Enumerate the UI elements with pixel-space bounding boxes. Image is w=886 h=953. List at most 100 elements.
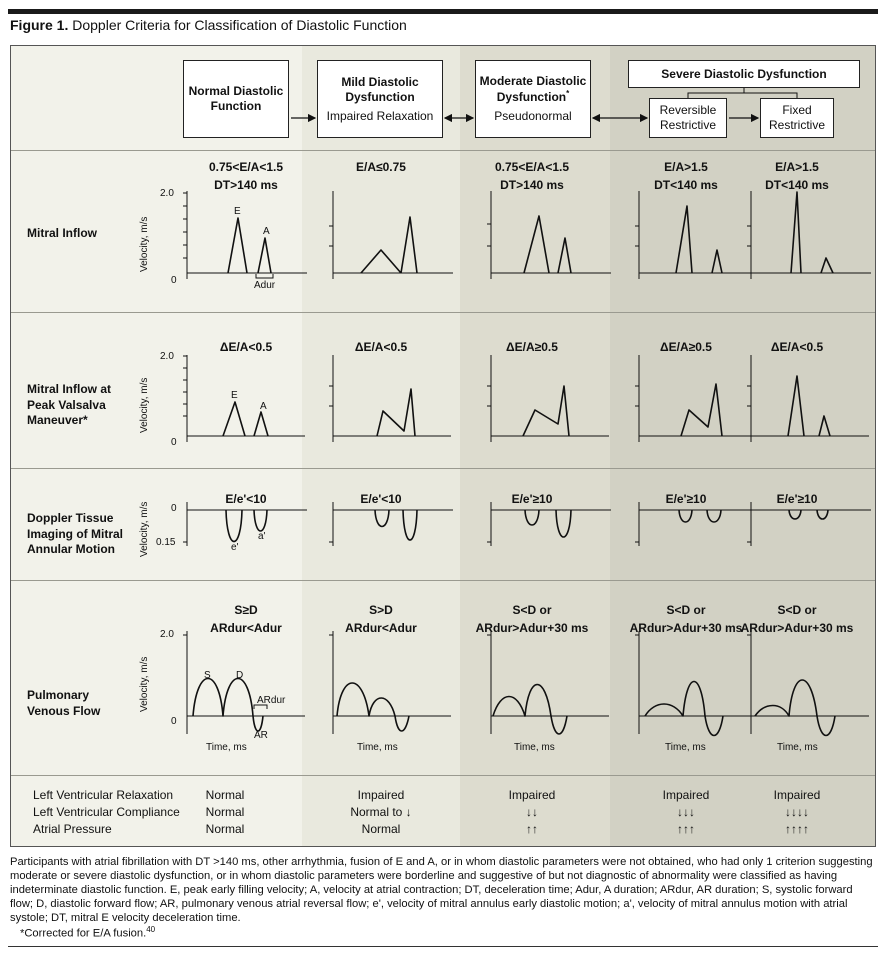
time-label-normal: Time, ms — [206, 742, 247, 753]
header-mild-title: Mild Diastolic Dysfunction — [341, 74, 419, 104]
criteria-line: S≥D — [234, 603, 258, 617]
criteria-mitral_inflow-4: E/A>1.5 DT<140 ms — [732, 158, 862, 194]
valsalva-wave-1 — [376, 388, 416, 437]
header-moderate-mark: * — [566, 89, 570, 98]
valsalva-peak-e: E — [231, 390, 238, 401]
tissue-e-wave-4 — [788, 509, 802, 520]
criteria-valsalva-2: ΔE/A≥0.5 — [506, 340, 558, 354]
bottom-rule — [8, 946, 878, 947]
criteria-line: DT<140 ms — [765, 178, 829, 192]
lv-value-c1-r0: Impaired — [357, 788, 405, 802]
tissue-e-wave-0 — [225, 509, 243, 543]
mitral-a-wave-1 — [400, 216, 418, 274]
criteria-line: ARdur>Adur+30 ms — [629, 621, 743, 635]
header-moderate: Moderate Diastolic Dysfunction* Pseudono… — [475, 60, 591, 138]
lv-compliance-label: Left Ventricular Compliance — [33, 805, 180, 819]
pulm-ar-label: AR — [254, 730, 268, 741]
row-divider — [11, 150, 875, 151]
valsalva-axis-zero: 0 — [171, 437, 177, 448]
atrial-pressure-label: Atrial Pressure — [33, 822, 112, 836]
criteria-line: S<D or — [666, 603, 706, 617]
mitral-a-wave-0 — [257, 237, 272, 274]
valsalva-e-wave-0 — [222, 401, 246, 437]
criteria-tissue-3: E/e'≥10 — [665, 492, 707, 506]
mitral-e-wave-2 — [523, 215, 550, 274]
header-normal-title: Normal Diastolic Function — [188, 84, 284, 113]
criteria-mitral_inflow-2: 0.75<E/A<1.5 DT>140 ms — [467, 158, 597, 194]
pulm-wave-3 — [644, 680, 724, 737]
criteria-pulmonary-2: S<D or ARdur>Adur+30 ms — [467, 601, 597, 637]
top-rule — [8, 9, 878, 14]
header-severe: Severe Diastolic Dysfunction — [628, 60, 860, 88]
pulm-s-label: S — [204, 670, 211, 681]
criteria-line: ARdur<Adur — [345, 621, 417, 635]
lv-value-c1-r2: Normal — [361, 822, 401, 836]
tissue-e-wave-1 — [374, 509, 390, 528]
footnote-text: *Corrected for E/A fusion. — [20, 927, 147, 940]
lv-relaxation-label: Left Ventricular Relaxation — [33, 788, 174, 802]
criteria-line: E/A>1.5 — [664, 160, 708, 174]
figure-title-text: Doppler Criteria for Classification of D… — [72, 17, 407, 33]
criteria-mitral_inflow-0: 0.75<E/A<1.5 DT>140 ms — [181, 158, 311, 194]
criteria-line: S<D or — [512, 603, 552, 617]
mitral-a-wave-4 — [820, 257, 834, 274]
pulm-wave-4 — [754, 679, 836, 737]
pulm-wave-2 — [492, 683, 568, 735]
pulm-axis-zero: 0 — [171, 716, 177, 727]
criteria-pulmonary-0: S≥D ARdur<Adur — [181, 601, 311, 637]
tissue-a-wave-3 — [706, 509, 722, 523]
pulm-wave-0 — [192, 677, 264, 732]
waveform-graphs — [183, 191, 871, 737]
mitral-a-wave-2 — [557, 237, 572, 274]
criteria-valsalva-4: ΔE/A<0.5 — [770, 340, 824, 354]
mitral-e-wave-4 — [790, 191, 802, 274]
header-reversible: Reversible Restrictive — [649, 98, 727, 138]
criteria-line: ARdur>Adur+30 ms — [740, 621, 854, 635]
tissue-peak-a: a' — [258, 531, 266, 542]
valsalva-axis-max: 2.0 — [160, 351, 174, 362]
lv-value-c1-r1: Normal to ↓ — [350, 805, 412, 819]
criteria-tissue-1: E/e'<10 — [360, 492, 402, 506]
criteria-valsalva-3: ΔE/A≥0.5 — [660, 340, 712, 354]
row-divider — [11, 775, 875, 776]
row-divider — [11, 468, 875, 469]
lv-value-c3-r1: ↓↓↓ — [677, 805, 695, 819]
header-fixed-label: Fixed Restrictive — [769, 103, 826, 132]
header-severe-title: Severe Diastolic Dysfunction — [661, 66, 827, 81]
mitral-adur-bracket — [255, 274, 274, 279]
footnote: *Corrected for E/A fusion.40 — [20, 925, 155, 940]
lv-value-c2-r1: ↓↓ — [526, 805, 538, 819]
criteria-pulmonary-4: S<D or ARdur>Adur+30 ms — [732, 601, 862, 637]
valsalva-a-wave-0 — [253, 411, 269, 437]
time-label-reversible: Time, ms — [665, 742, 706, 753]
criteria-line: E/A≤0.75 — [356, 160, 406, 174]
row-divider — [11, 580, 875, 581]
header-moderate-title: Moderate Diastolic Dysfunction — [479, 74, 587, 104]
criteria-valsalva-1: ΔE/A<0.5 — [354, 340, 408, 354]
criteria-line: ARdur<Adur — [210, 621, 282, 635]
header-moderate-subtitle: Pseudonormal — [494, 109, 572, 123]
row-label-valsalva: Mitral Inflow at Peak Valsalva Maneuver* — [27, 382, 111, 428]
row-divider — [11, 312, 875, 313]
criteria-line: DT>140 ms — [214, 178, 278, 192]
severe-bracket — [687, 92, 798, 98]
mitral-peak-e: E — [234, 206, 241, 217]
tissue-a-wave-0 — [253, 509, 268, 532]
lv-value-c2-r2: ↑↑ — [526, 822, 538, 836]
row-label-pulmonary: Pulmonary Venous Flow — [27, 688, 101, 718]
row-label-tissue: Doppler Tissue Imaging of Mitral Annular… — [27, 511, 123, 557]
tissue-peak-e: e' — [231, 542, 239, 553]
figure-title: Figure 1. Doppler Criteria for Classific… — [10, 17, 407, 33]
mitral-adur-label: Adur — [254, 280, 276, 291]
figure-caption: Participants with atrial fibrillation wi… — [10, 856, 873, 924]
header-mild-subtitle: Impaired Relaxation — [326, 108, 434, 123]
tissue-axis-zero: 0 — [171, 503, 177, 514]
mitral-e-wave-3 — [675, 205, 693, 274]
criteria-mitral_inflow-1: E/A≤0.75 — [316, 158, 446, 176]
footnote-ref: 40 — [146, 925, 156, 934]
pulm-ardur-label: ARdur — [257, 695, 286, 706]
lv-value-c3-r0: Impaired — [662, 788, 710, 802]
tissue-a-wave-1 — [402, 509, 418, 541]
criteria-line: DT>140 ms — [500, 178, 564, 192]
valsalva-wave-2 — [522, 385, 570, 437]
